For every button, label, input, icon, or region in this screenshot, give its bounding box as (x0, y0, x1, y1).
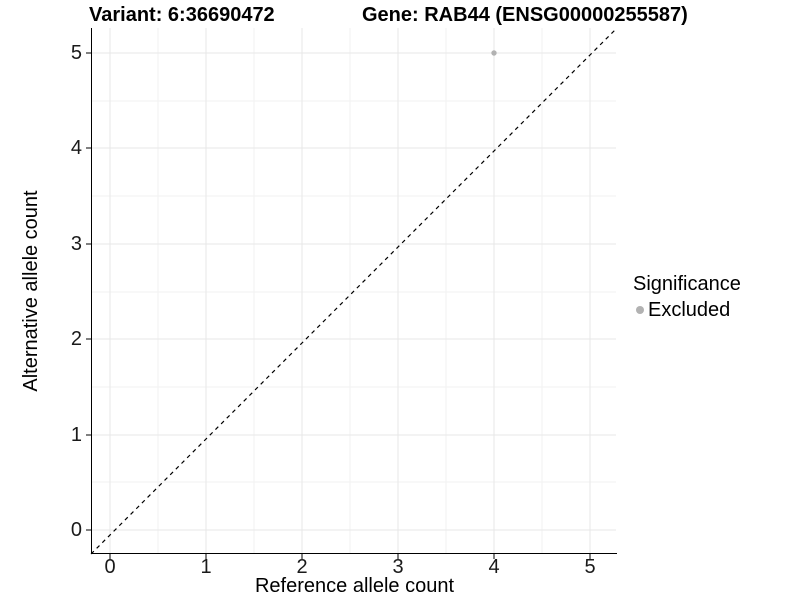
x-tick-label: 1 (200, 556, 212, 578)
minor-gridlines (92, 28, 616, 553)
major-gridlines (92, 28, 616, 553)
y-tick-label: 2 (70, 328, 82, 350)
y-tick-label: 5 (70, 42, 82, 64)
y-axis-title: Alternative allele count (20, 190, 42, 392)
x-tick-label: 3 (392, 556, 404, 578)
x-tick-label: 0 (104, 556, 116, 578)
axis-lines (91, 28, 617, 554)
legend-entry-label: Excluded (648, 299, 731, 321)
legend: Significance Excluded (633, 273, 741, 321)
variant-title: Variant: 6:36690472 (89, 4, 275, 26)
legend-title: Significance (633, 273, 741, 295)
y-tick-label: 3 (70, 233, 82, 255)
tick-marks (86, 52, 591, 559)
gene-title: Gene: RAB44 (ENSG00000255587) (362, 4, 688, 26)
identity-reference-line (90, 27, 618, 555)
x-tick-label: 5 (584, 556, 596, 578)
x-tick-label: 2 (296, 556, 308, 578)
y-tick-label: 4 (70, 137, 82, 159)
y-tick-label: 1 (70, 424, 82, 446)
data-point (491, 50, 497, 56)
legend-point-icon (633, 303, 647, 317)
data-points-layer (491, 50, 497, 56)
legend-entry-excluded: Excluded (633, 299, 741, 321)
x-axis-title: Reference allele count (254, 575, 454, 597)
y-tick-label: 0 (70, 519, 82, 541)
x-tick-label: 4 (488, 556, 500, 578)
